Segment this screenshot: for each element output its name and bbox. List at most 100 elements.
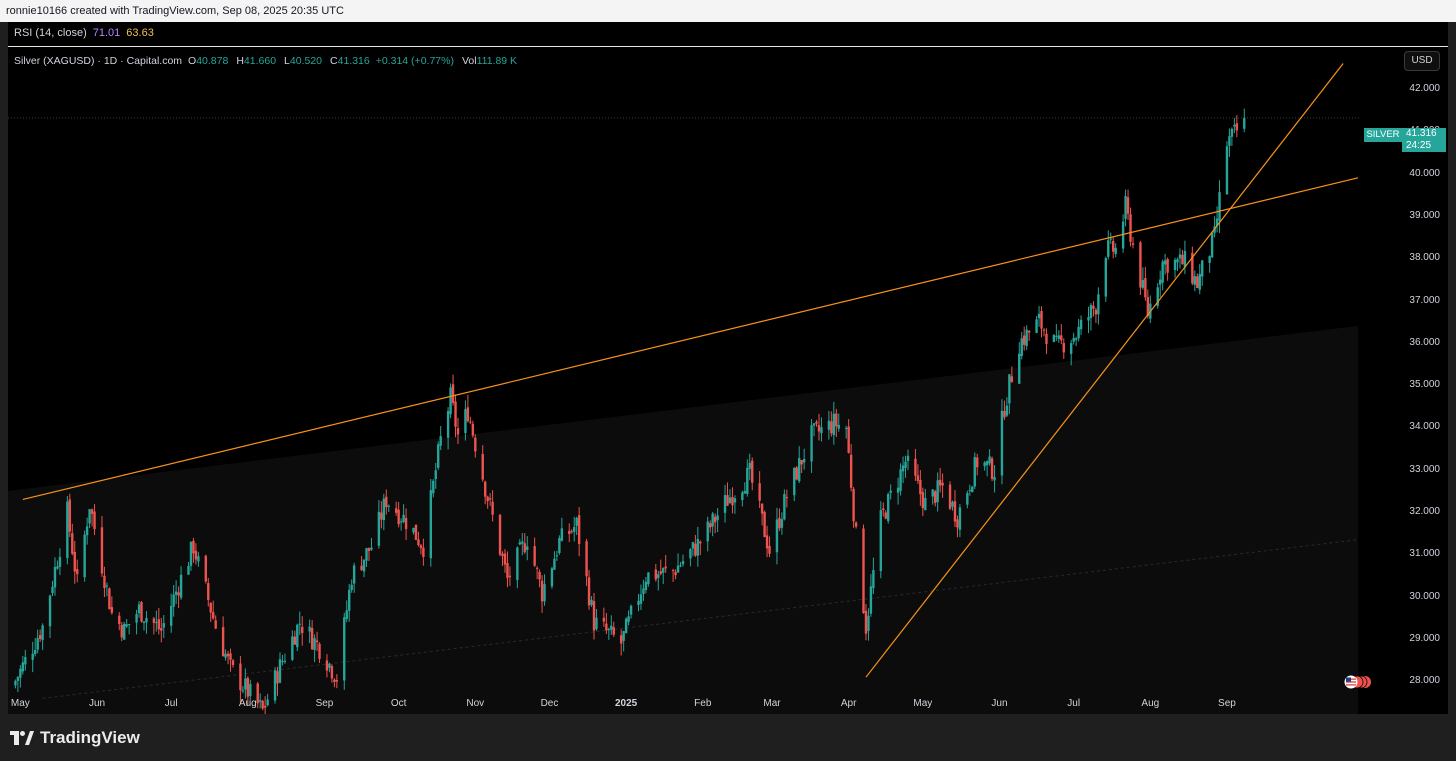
candle-body	[573, 527, 576, 532]
candle-body	[1072, 337, 1075, 342]
candle-body	[488, 498, 492, 500]
candle-body	[533, 546, 536, 566]
candle-body	[763, 511, 766, 538]
candle-body	[370, 547, 373, 550]
candle-body	[310, 627, 314, 650]
candle-body	[1069, 343, 1073, 354]
candle-body	[647, 572, 650, 585]
candle-body	[224, 653, 227, 658]
candle-body	[308, 626, 311, 632]
candle-body	[793, 467, 796, 496]
candle-body	[783, 493, 786, 520]
candle-body	[85, 526, 89, 536]
candle-body	[1057, 335, 1061, 339]
candle-body	[33, 650, 37, 655]
candle-body	[644, 581, 648, 591]
candle-body	[558, 538, 561, 553]
candle-body	[1181, 254, 1184, 265]
candle-body	[1005, 405, 1009, 416]
candle-body	[629, 605, 633, 615]
candle-body	[157, 619, 161, 630]
candle-body	[694, 543, 697, 556]
candle-body	[273, 670, 277, 701]
candle-body	[919, 479, 922, 495]
candle-body	[412, 527, 415, 533]
candle-body	[612, 627, 615, 635]
candle-body	[345, 610, 348, 619]
candle-body	[466, 407, 470, 422]
candle-body	[758, 483, 761, 501]
candle-body	[325, 660, 329, 671]
tradingview-logo: TradingView	[10, 728, 140, 748]
volume-label: Vol	[461, 55, 477, 67]
candle-body	[239, 663, 242, 691]
currency-button[interactable]: USD	[1404, 51, 1440, 71]
candle-body	[904, 461, 907, 469]
candle-body	[51, 586, 54, 594]
candle-body	[1025, 329, 1028, 347]
candle-body	[798, 458, 801, 482]
candle-body	[399, 521, 403, 523]
candle-body	[330, 666, 334, 679]
candle-body	[778, 517, 781, 529]
candle-body	[869, 586, 873, 614]
time-tick-label: Nov	[466, 698, 485, 709]
candle-body	[417, 539, 420, 546]
candle-body	[879, 510, 883, 572]
candle-body	[862, 528, 865, 614]
symbol-title[interactable]: Silver (XAGUSD) · 1D · Capital.com	[14, 55, 183, 67]
candle-body	[988, 456, 991, 464]
pane-divider[interactable]	[8, 46, 1448, 47]
candle-body	[1173, 259, 1177, 271]
candle-body	[276, 671, 279, 684]
candle-body	[990, 458, 994, 479]
candle-body	[125, 624, 128, 627]
candle-body	[595, 617, 598, 630]
candle-body	[1166, 259, 1169, 273]
candle-body	[1094, 309, 1098, 315]
time-tick-label: Aug	[238, 698, 257, 709]
price-tick-label: 34.000	[1409, 421, 1440, 433]
price-tick-label: 32.000	[1409, 506, 1440, 518]
price-tick-label: 35.000	[1409, 379, 1440, 391]
candle-body	[540, 580, 544, 602]
price-chart[interactable]	[8, 22, 1448, 714]
candle-body	[434, 470, 437, 480]
time-tick-label: Jun	[88, 698, 106, 709]
candle-body	[921, 492, 925, 509]
candle-body	[318, 643, 321, 659]
candle-body	[706, 521, 709, 542]
candle-body	[348, 589, 351, 611]
candle-body	[261, 700, 264, 709]
candle-body	[956, 519, 959, 528]
candle-body	[1109, 238, 1112, 240]
candle-body	[1045, 333, 1048, 344]
candle-body	[906, 455, 910, 461]
candle-body	[849, 454, 853, 488]
candle-body	[88, 509, 91, 524]
candle-body	[765, 535, 769, 549]
chart-panel[interactable]: RSI (14, close) 71.01 63.63 Silver (XAGUSD…	[8, 22, 1448, 714]
candle-body	[568, 530, 571, 534]
candle-body	[924, 497, 927, 511]
candle-body	[263, 705, 267, 708]
trendline-support	[865, 63, 1344, 678]
price-tick-label: 31.000	[1409, 548, 1440, 560]
price-tick-label: 38.000	[1409, 252, 1440, 264]
candle-body	[516, 547, 519, 581]
bar-countdown: 24:25	[1406, 140, 1432, 151]
candle-body	[66, 501, 69, 559]
candle-body	[723, 495, 727, 513]
candle-body	[1055, 335, 1058, 337]
us-flag-events-icon[interactable]	[1344, 675, 1372, 689]
candle-body	[432, 480, 435, 494]
candle-body	[1228, 136, 1231, 146]
candle-body	[936, 480, 939, 503]
candle-body	[901, 465, 905, 472]
time-tick-label: Oct	[390, 698, 407, 709]
candle-body	[1023, 335, 1026, 345]
candle-body	[726, 495, 729, 506]
candle-body	[394, 508, 398, 513]
candle-body	[446, 411, 450, 438]
candle-body	[350, 584, 353, 590]
